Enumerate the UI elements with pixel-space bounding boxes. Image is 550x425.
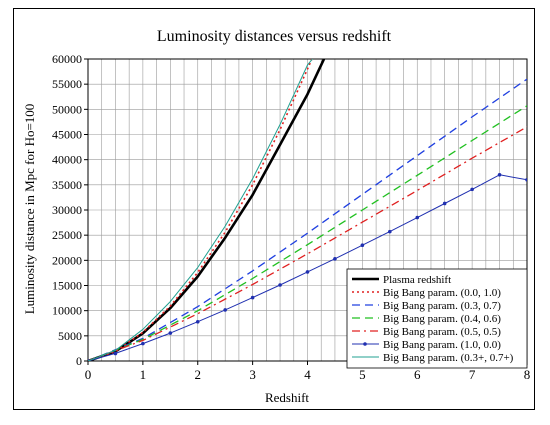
x-tick-label: 8 <box>524 367 531 382</box>
y-tick-label: 0 <box>76 354 82 368</box>
y-tick-label: 45000 <box>52 128 82 142</box>
legend-marker <box>363 342 367 346</box>
legend-label: Big Bang param. (1.0, 0.0) <box>383 339 501 351</box>
series-6-point <box>250 295 255 300</box>
series-6-point <box>360 243 365 248</box>
x-tick-label: 3 <box>249 367 256 382</box>
series-6-point <box>333 257 337 261</box>
y-axis-label: Luminosity distance in Mpc for Ho=100 <box>22 104 37 315</box>
legend-label: Big Bang param. (0.3, 0.7) <box>383 300 501 312</box>
legend-label: Big Bang param. (0.3+, 0.7+) <box>383 352 514 364</box>
series-line-3 <box>88 78 527 361</box>
series-6-point <box>168 331 173 335</box>
series-6-point <box>442 201 447 206</box>
x-tick-label: 5 <box>359 367 366 382</box>
x-axis-label: Redshift <box>265 390 309 405</box>
x-tick-label: 4 <box>304 367 311 382</box>
x-tick-label: 7 <box>469 367 476 382</box>
x-tick-label: 2 <box>195 367 202 382</box>
series-line-2 <box>88 59 313 361</box>
series-line-5 <box>88 126 527 361</box>
series-6-point <box>223 308 227 312</box>
y-tick-label: 60000 <box>52 52 82 66</box>
series-line-7 <box>88 59 314 361</box>
y-tick-label: 55000 <box>52 77 82 91</box>
y-tick-label: 5000 <box>58 329 82 343</box>
chart-title: Luminosity distances versus redshift <box>157 28 392 45</box>
legend-box <box>346 268 528 369</box>
y-tick-label: 30000 <box>52 203 82 217</box>
y-tick-label: 25000 <box>52 228 82 242</box>
tick-labels: 0 1 2 3 4 5 6 7 8 0 5000 10000 15000 20000 25000 30000 3… <box>52 52 530 382</box>
chart: Luminosity distances versus redshift Lum… <box>22 28 530 405</box>
series-group <box>88 59 527 361</box>
y-tick-label: 35000 <box>52 178 82 192</box>
x-tick-label: 0 <box>85 367 92 382</box>
y-tick-label: 20000 <box>52 253 82 267</box>
legend-label: Big Bang param. (0.5, 0.5) <box>383 326 501 338</box>
legend-label: Big Bang param. (0.4, 0.6) <box>383 313 501 325</box>
series-6-point <box>305 270 310 274</box>
y-tick-label: 10000 <box>52 304 82 318</box>
series-6-point <box>497 172 502 177</box>
series-6-point <box>415 215 420 220</box>
series-6-point <box>525 178 527 182</box>
x-tick-label: 6 <box>414 367 421 382</box>
y-tick-label: 15000 <box>52 279 82 293</box>
y-tick-label: 40000 <box>52 153 82 167</box>
y-tick-label: 50000 <box>52 102 82 116</box>
legend-label: Big Bang param. (0.0, 1.0) <box>383 287 501 299</box>
x-tick-label: 1 <box>140 367 147 382</box>
series-6-point <box>141 341 145 346</box>
legend-label: Plasma redshift <box>383 274 451 286</box>
series-6-point <box>195 319 200 324</box>
series-6-point <box>470 187 474 192</box>
series-line-4 <box>88 105 527 361</box>
series-6-point <box>113 351 118 356</box>
series-6-point <box>388 229 392 234</box>
chart-frame: Luminosity distances versus redshift Lum… <box>13 8 535 410</box>
series-6-point <box>278 283 282 287</box>
